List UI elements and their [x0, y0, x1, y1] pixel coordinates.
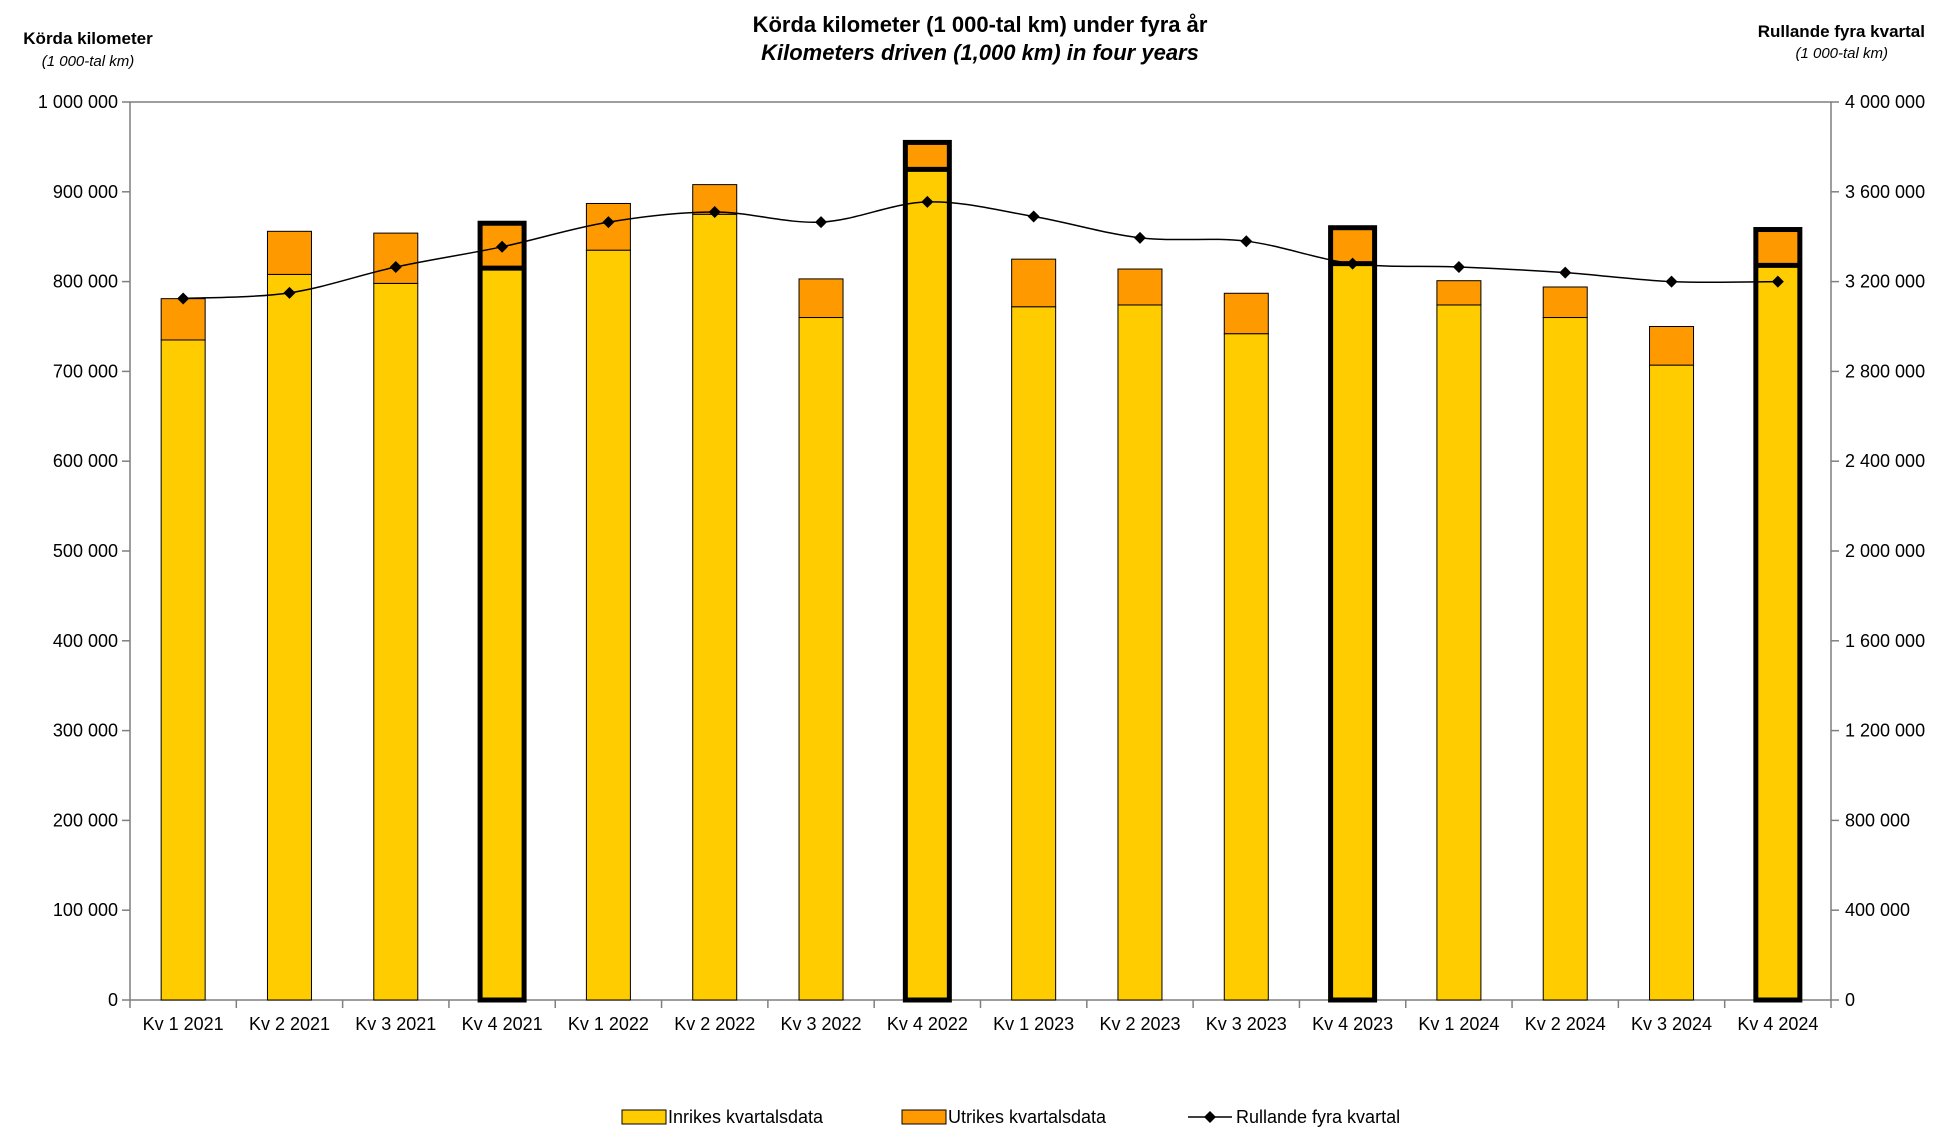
y-right-axis: 0 400 000 800 000 1 200 000 1 600 000 2 000 0…: [1831, 92, 1925, 1010]
y-left-tick-label: 900 000: [53, 182, 118, 202]
rolling-point: [1240, 235, 1252, 247]
x-tick-label: Kv 2 2023: [1099, 1014, 1180, 1034]
chart-subtitle: Kilometers driven (1,000 km) in four yea…: [761, 40, 1199, 65]
bar-utrikes: [374, 233, 418, 283]
y-right-tick-label: 800 000: [1845, 810, 1910, 830]
legend: Inrikes kvartalsdata Utrikes kvartalsdata…: [622, 1107, 1400, 1127]
x-tick-label: Kv 3 2024: [1631, 1014, 1712, 1034]
x-tick-label: Kv 3 2023: [1206, 1014, 1287, 1034]
y-right-tick-label: 1 200 000: [1845, 721, 1925, 741]
rolling-point: [815, 216, 827, 228]
bar-inrikes: [1756, 265, 1800, 1000]
bar-utrikes: [1437, 281, 1481, 305]
y-left-tick-label: 700 000: [53, 361, 118, 381]
y-left-tick-label: 100 000: [53, 900, 118, 920]
y-left-axis: 0 100 000 200 000 300 000 400 000 500 000 600 …: [38, 92, 130, 1010]
bar-inrikes: [480, 268, 524, 1000]
x-tick-label: Kv 4 2022: [887, 1014, 968, 1034]
x-axis-labels: Kv 1 2021 Kv 2 2021 Kv 3 2021 Kv 4 2021 Kv 1…: [143, 1014, 1819, 1034]
legend-marker-rolling: [1204, 1111, 1216, 1123]
y-right-tick-label: 400 000: [1845, 900, 1910, 920]
x-tick-label: Kv 1 2021: [143, 1014, 224, 1034]
bar-inrikes: [1118, 305, 1162, 1000]
bar-utrikes: [1012, 259, 1056, 307]
bar-inrikes: [1012, 307, 1056, 1000]
x-tick-label: Kv 4 2023: [1312, 1014, 1393, 1034]
bar-utrikes: [799, 279, 843, 318]
bar-utrikes: [267, 231, 311, 274]
legend-swatch-utrikes: [902, 1110, 946, 1124]
y-right-tick-label: 4 000 000: [1845, 92, 1925, 112]
bar-inrikes: [905, 169, 949, 1000]
bar-inrikes: [799, 318, 843, 1000]
y-left-axis-title: Körda kilometer: [23, 29, 153, 48]
y-right-tick-label: 0: [1845, 990, 1855, 1010]
x-tick-label: Kv 1 2024: [1418, 1014, 1499, 1034]
y-left-tick-label: 300 000: [53, 721, 118, 741]
y-left-tick-label: 200 000: [53, 810, 118, 830]
y-right-tick-label: 3 200 000: [1845, 272, 1925, 292]
bar-utrikes: [161, 299, 205, 340]
bar-inrikes: [693, 214, 737, 1000]
y-right-tick-label: 2 800 000: [1845, 361, 1925, 381]
bar-utrikes: [1543, 287, 1587, 318]
y-left-tick-label: 500 000: [53, 541, 118, 561]
x-tick-label: Kv 3 2022: [781, 1014, 862, 1034]
y-right-tick-label: 2 000 000: [1845, 541, 1925, 561]
bar-inrikes: [1331, 264, 1375, 1000]
x-tick-label: Kv 2 2021: [249, 1014, 330, 1034]
bar-utrikes: [1756, 230, 1800, 266]
y-right-tick-label: 1 600 000: [1845, 631, 1925, 651]
rolling-point: [1453, 261, 1465, 273]
y-right-axis-title: Rullande fyra kvartal: [1758, 22, 1925, 41]
x-tick-label: Kv 1 2023: [993, 1014, 1074, 1034]
x-tick-label: Kv 3 2021: [355, 1014, 436, 1034]
bar-utrikes: [1224, 293, 1268, 333]
chart-title: Körda kilometer (1 000-tal km) under fyr…: [753, 12, 1208, 37]
y-left-tick-label: 1 000 000: [38, 92, 118, 112]
y-left-tick-label: 400 000: [53, 631, 118, 651]
x-tick-label: Kv 2 2024: [1525, 1014, 1606, 1034]
y-left-tick-label: 600 000: [53, 451, 118, 471]
y-left-tick-label: 0: [108, 990, 118, 1010]
rolling-point: [1134, 232, 1146, 244]
x-tick-label: Kv 1 2022: [568, 1014, 649, 1034]
bar-inrikes: [161, 340, 205, 1000]
rolling-point: [1028, 210, 1040, 222]
bar-inrikes: [1437, 305, 1481, 1000]
x-tick-label: Kv 4 2024: [1737, 1014, 1818, 1034]
rolling-line: [183, 202, 1778, 299]
bar-utrikes: [1118, 269, 1162, 305]
y-right-tick-label: 2 400 000: [1845, 451, 1925, 471]
legend-swatch-inrikes: [622, 1110, 666, 1124]
rolling-point: [1559, 267, 1571, 279]
bar-series: [130, 142, 1831, 1008]
x-tick-label: Kv 4 2021: [462, 1014, 543, 1034]
bar-inrikes: [267, 274, 311, 1000]
legend-label-rolling: Rullande fyra kvartal: [1236, 1107, 1400, 1127]
bar-utrikes: [905, 142, 949, 169]
bar-inrikes: [1650, 365, 1694, 1000]
rolling-point: [1666, 276, 1678, 288]
y-left-tick-label: 800 000: [53, 272, 118, 292]
legend-label-utrikes: Utrikes kvartalsdata: [948, 1107, 1107, 1127]
y-right-axis-unit: (1 000-tal km): [1795, 45, 1888, 62]
bar-inrikes: [586, 250, 630, 1000]
legend-label-inrikes: Inrikes kvartalsdata: [668, 1107, 824, 1127]
bar-inrikes: [1224, 334, 1268, 1000]
bar-inrikes: [374, 283, 418, 1000]
bar-utrikes: [1650, 327, 1694, 366]
y-left-axis-unit: (1 000-tal km): [42, 53, 135, 70]
y-right-tick-label: 3 600 000: [1845, 182, 1925, 202]
bar-inrikes: [1543, 318, 1587, 1000]
x-tick-label: Kv 2 2022: [674, 1014, 755, 1034]
